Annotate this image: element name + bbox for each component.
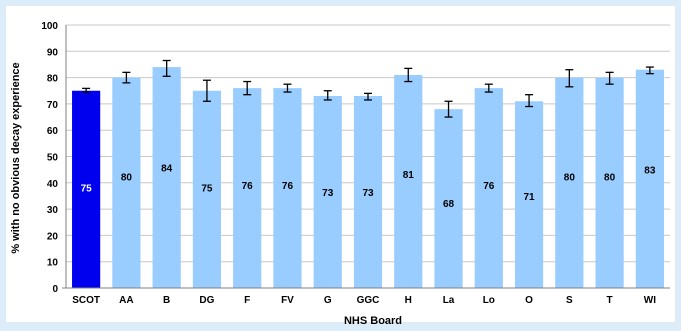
error-bar-o [525,94,534,108]
error-bar-scot [82,87,91,93]
x-tick-label-s: S [566,295,573,306]
x-tick-label-t: T [607,295,613,306]
bar-ggc [353,96,383,288]
bar-b [152,67,181,288]
bar-scot [72,90,101,288]
bar-fv [273,88,302,289]
bar-la [434,109,463,288]
data-label-dg: 75 [201,183,213,194]
bar-lo [474,88,503,289]
data-label-aa: 80 [121,172,133,183]
y-tick-label: 60 [47,126,59,137]
x-tick-label-la: La [443,295,455,306]
data-label-wi: 83 [644,166,656,177]
bar-aa [112,77,141,288]
data-label-t: 80 [604,172,616,183]
y-tick-labels: 0 10 20 30 40 50 60 70 80 90 100 [41,21,58,295]
y-tick-label: 40 [47,179,59,190]
error-bar-h [404,67,413,83]
error-bars [82,59,654,118]
y-tick-label: 100 [41,21,58,32]
y-tick-label: 70 [47,100,59,111]
data-label-g: 73 [322,188,334,199]
error-bar-aa [122,71,131,84]
y-tick-label: 30 [47,205,59,216]
error-bar-la [444,100,453,118]
bars [72,67,664,289]
bar-dg [192,90,222,288]
y-tick-label: 90 [47,47,59,58]
y-tick-label: 10 [47,258,59,269]
data-label-lo: 76 [483,181,495,192]
x-tick-label-o: O [525,295,533,306]
error-bar-wi [645,66,654,75]
data-label-f: 76 [242,181,254,192]
y-tick-label: 50 [47,153,59,164]
bar-f [233,88,262,289]
data-labels: 75 80 84 75 76 76 73 73 81 68 76 71 80 80 83 [81,163,656,209]
x-tick-label-b: B [163,295,170,306]
error-bar-f [243,80,252,96]
error-bar-fv [283,83,292,93]
y-axis-label: % with no obvious decay experience [10,62,22,253]
x-tick-label-ggc: GGC [357,295,380,306]
y-tick-label: 20 [47,231,59,242]
data-label-scot: 75 [81,183,93,194]
data-label-ggc: 73 [362,188,374,199]
x-tick-label-lo: Lo [483,295,495,306]
error-bar-dg [202,79,211,102]
data-label-la: 68 [443,199,455,210]
x-tick-label-g: G [324,295,332,306]
bar-wi [635,69,664,289]
error-bar-ggc [364,92,372,101]
x-tick-label-fv: FV [281,295,294,306]
y-tick-label: 80 [47,74,59,85]
data-label-b: 84 [161,163,173,174]
x-tick-label-wi: WI [644,295,656,306]
error-bar-b [162,59,171,77]
bar-t [595,77,624,288]
data-label-o: 71 [524,192,536,203]
error-bar-s [565,69,574,88]
data-label-fv: 76 [282,181,294,192]
x-tick-label-dg: DG [199,295,214,306]
data-label-s: 80 [564,172,576,183]
x-tick-labels: SCOT AA B DG F FV G GGC H La Lo O S T WI [72,295,656,306]
x-axis-label: NHS Board [344,315,402,326]
bar-h [394,74,423,288]
bar-s [555,77,584,288]
bar-o [514,101,544,289]
x-tick-label-h: H [405,295,412,306]
data-label-h: 81 [403,170,415,181]
x-tick-label-f: F [244,295,250,306]
error-bar-lo [484,83,493,93]
error-bar-t [605,71,614,85]
error-bar-g [323,90,332,101]
x-tick-label-aa: AA [119,295,133,306]
bar-g [313,96,342,288]
y-tick-label: 0 [52,284,58,295]
x-tick-label-scot: SCOT [72,295,100,306]
